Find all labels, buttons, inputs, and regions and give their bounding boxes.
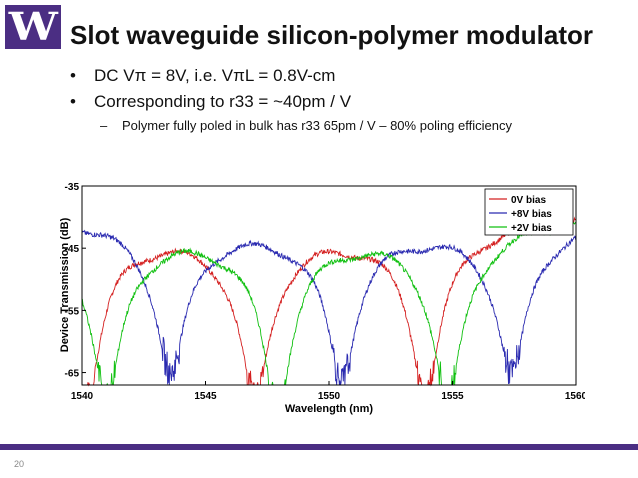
sub-bullet-marker: – bbox=[100, 118, 108, 133]
university-logo: W bbox=[5, 5, 61, 49]
x-tick-label: 1550 bbox=[318, 391, 341, 402]
bullet-item: • Corresponding to r33 = ~40pm / V bbox=[70, 92, 630, 112]
x-tick-label: 1545 bbox=[194, 391, 217, 402]
x-tick-label: 1540 bbox=[71, 391, 94, 402]
x-axis-ticks: 1540 1545 1550 1555 1560 bbox=[71, 381, 588, 402]
chart-legend: 0V bias +8V bias +2V bias bbox=[484, 188, 574, 236]
y-tick-label: -65 bbox=[65, 369, 80, 380]
bullet-marker: • bbox=[70, 92, 76, 111]
page-number: 20 bbox=[14, 459, 25, 469]
x-tick-label: 1555 bbox=[441, 391, 464, 402]
y-axis-label: Device Transmission (dB) bbox=[59, 217, 71, 352]
footer-bar bbox=[0, 444, 638, 450]
legend-label: +8V bias bbox=[511, 209, 552, 220]
y-tick-label: -35 bbox=[65, 182, 80, 193]
logo-letter: W bbox=[8, 4, 58, 49]
legend-label: 0V bias bbox=[511, 195, 546, 206]
legend-label: +2V bias bbox=[511, 223, 552, 234]
series-line bbox=[81, 221, 577, 386]
transmission-chart: 1540 1545 1550 1555 1560 -35 -45 -55 -65 Wavele… bbox=[55, 175, 588, 420]
sub-bullet-item: – Polymer fully poled in bulk has r33 65… bbox=[100, 118, 630, 133]
data-traces bbox=[81, 216, 577, 387]
y-axis-ticks: -35 -45 -55 -65 bbox=[65, 182, 86, 380]
y-tick-label: -45 bbox=[65, 244, 80, 255]
bullet-text: DC Vπ = 8V, i.e. VπL = 0.8V-cm bbox=[94, 66, 336, 85]
bullet-marker: • bbox=[70, 66, 76, 85]
x-axis-label: Wavelength (nm) bbox=[285, 403, 374, 415]
slide-title: Slot waveguide silicon-polymer modulator bbox=[70, 20, 593, 50]
bullet-list: • DC Vπ = 8V, i.e. VπL = 0.8V-cm • Corre… bbox=[70, 66, 630, 133]
series-line bbox=[82, 216, 577, 387]
y-tick-label: -55 bbox=[65, 306, 80, 317]
bullet-text: Corresponding to r33 = ~40pm / V bbox=[94, 92, 352, 111]
x-tick-label: 1560 bbox=[565, 391, 585, 402]
chart-svg: 1540 1545 1550 1555 1560 -35 -45 -55 -65 Wavele… bbox=[59, 182, 588, 415]
bullet-item: • DC Vπ = 8V, i.e. VπL = 0.8V-cm bbox=[70, 66, 630, 86]
series-line bbox=[81, 229, 577, 386]
sub-bullet-text: Polymer fully poled in bulk has r33 65pm… bbox=[122, 118, 512, 133]
